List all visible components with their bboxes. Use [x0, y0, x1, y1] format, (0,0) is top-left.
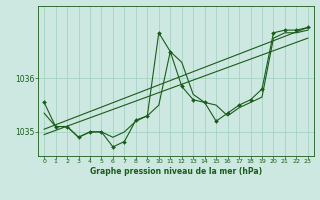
- X-axis label: Graphe pression niveau de la mer (hPa): Graphe pression niveau de la mer (hPa): [90, 167, 262, 176]
